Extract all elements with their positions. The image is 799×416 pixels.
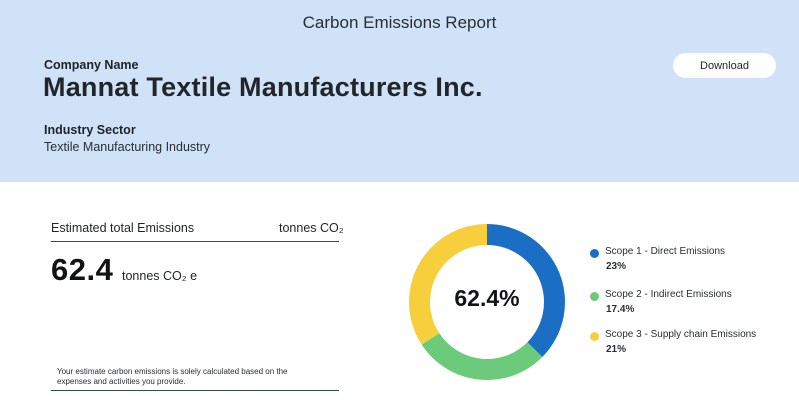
legend-label: Scope 2 - Indirect Emissions: [605, 289, 732, 300]
scope-1-dot: [590, 249, 599, 258]
summary-divider-bottom: [51, 390, 339, 391]
scope-2-dot: [590, 292, 599, 301]
legend-value: 21%: [606, 344, 627, 355]
calculation-note: Your estimate carbon emissions is solely…: [57, 367, 288, 386]
report-title: Carbon Emissions Report: [302, 13, 497, 32]
emissions-unit-label: tonnes CO₂: [279, 221, 344, 235]
download-button[interactable]: Download: [673, 53, 776, 78]
estimated-emissions-label: Estimated total Emissions: [51, 221, 195, 235]
company-name-label: Company Name: [44, 58, 139, 72]
total-emissions-value: 62.4: [51, 252, 114, 287]
legend-label: Scope 3 - Supply chain Emissions: [605, 329, 757, 340]
legend-label: Scope 1 - Direct Emissions: [605, 246, 726, 257]
legend-value: 17.4%: [606, 304, 635, 315]
summary-divider-top: [51, 241, 339, 242]
scope-1-slice: [487, 224, 565, 358]
donut-center-label: 62.4%: [454, 285, 520, 311]
industry-sector-value: Textile Manufacturing Industry: [44, 140, 211, 154]
scope-3-slice: [409, 224, 487, 345]
total-emissions-unit: tonnes CO₂ e: [122, 269, 198, 283]
industry-sector-label: Industry Sector: [44, 123, 136, 137]
scope-3-dot: [590, 332, 599, 341]
legend-value: 23%: [606, 261, 627, 272]
scope-2-slice: [421, 333, 543, 380]
report-header: Carbon Emissions Report Company Name Man…: [0, 0, 799, 182]
company-name: Mannat Textile Manufacturers Inc.: [43, 72, 483, 102]
emissions-donut-chart: [409, 224, 565, 380]
